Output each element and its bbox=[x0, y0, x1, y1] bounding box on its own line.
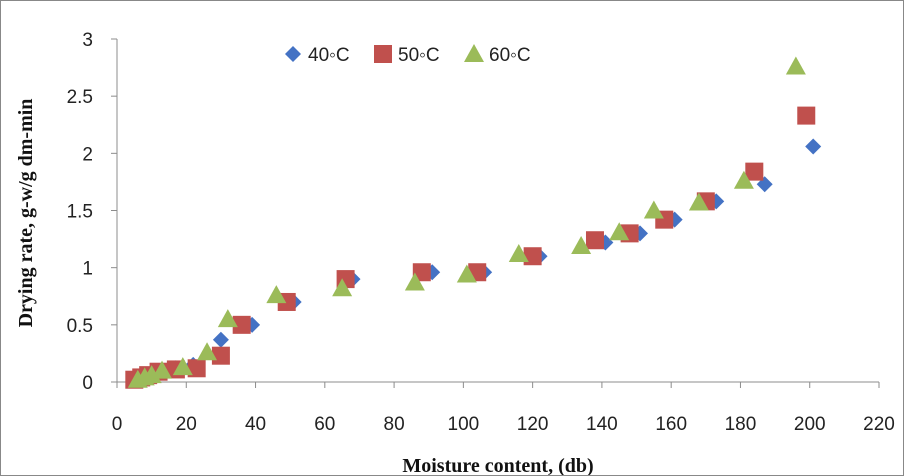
legend-item-diamond: 40◦C bbox=[285, 45, 350, 66]
series-layer bbox=[125, 56, 822, 389]
x-tick-label: 200 bbox=[794, 414, 826, 435]
data-point-triangle bbox=[404, 272, 425, 291]
x-tick-label: 40 bbox=[245, 414, 266, 435]
data-point-triangle bbox=[172, 357, 193, 376]
legend-label: 40◦C bbox=[308, 45, 350, 66]
data-point-square bbox=[412, 263, 431, 282]
data-point-triangle bbox=[217, 309, 238, 328]
y-axis-ticks: 0 0.5 1 1.5 2 2.5 3 bbox=[67, 30, 117, 394]
x-tick-label: 140 bbox=[586, 414, 618, 435]
data-point-square bbox=[585, 231, 604, 250]
data-point-triangle bbox=[785, 56, 806, 75]
data-point-square bbox=[523, 247, 542, 266]
x-tick-label: 220 bbox=[863, 414, 895, 435]
legend-item-triangle: 60◦C bbox=[464, 44, 531, 66]
data-point-triangle bbox=[141, 365, 162, 384]
data-point-square bbox=[232, 315, 251, 334]
y-tick-label: 1.5 bbox=[67, 202, 93, 223]
legend: 40◦C 50◦C 60◦C bbox=[285, 44, 531, 66]
data-point-square bbox=[797, 106, 816, 125]
data-point-triangle bbox=[733, 170, 754, 189]
y-tick-label: 0 bbox=[82, 373, 93, 394]
y-axis-title: Drying rate, g-w/g dm-min bbox=[15, 99, 37, 328]
legend-label: 50◦C bbox=[398, 45, 440, 66]
x-tick-label: 120 bbox=[517, 414, 549, 435]
legend-marker-diamond bbox=[285, 46, 301, 62]
x-tick-label: 0 bbox=[112, 414, 123, 435]
data-point-triangle bbox=[508, 243, 529, 262]
series-triangle bbox=[127, 56, 806, 388]
data-point-triangle bbox=[456, 264, 477, 283]
x-tick-label: 80 bbox=[384, 414, 405, 435]
x-axis-title: Moisture content, (db) bbox=[402, 455, 593, 475]
data-point-square bbox=[187, 359, 206, 378]
plot-area bbox=[116, 39, 879, 383]
data-point-square bbox=[745, 162, 764, 181]
data-point-diamond bbox=[212, 331, 229, 348]
data-point-triangle bbox=[688, 192, 709, 211]
x-tick-label: 180 bbox=[725, 414, 757, 435]
data-point-triangle bbox=[152, 360, 173, 379]
data-point-triangle bbox=[197, 342, 218, 361]
x-tick-label: 60 bbox=[314, 414, 335, 435]
data-point-triangle bbox=[571, 235, 592, 254]
y-tick-label: 1 bbox=[82, 259, 93, 280]
x-tick-label: 100 bbox=[448, 414, 480, 435]
series-diamond bbox=[129, 138, 822, 388]
data-point-square bbox=[211, 346, 230, 365]
data-point-triangle bbox=[609, 222, 630, 241]
series-square bbox=[125, 106, 816, 389]
data-point-diamond bbox=[805, 138, 822, 155]
data-point-triangle bbox=[266, 285, 287, 304]
y-tick-label: 2 bbox=[82, 144, 93, 165]
x-tick-label: 20 bbox=[176, 414, 197, 435]
x-tick-label: 160 bbox=[655, 414, 687, 435]
data-point-triangle bbox=[332, 278, 353, 297]
data-point-triangle bbox=[643, 200, 664, 219]
y-tick-label: 0.5 bbox=[67, 316, 93, 337]
legend-label: 60◦C bbox=[489, 45, 531, 66]
legend-marker-square bbox=[374, 45, 392, 63]
y-tick-label: 3 bbox=[82, 30, 93, 51]
legend-marker-triangle bbox=[464, 44, 484, 62]
legend-item-square: 50◦C bbox=[374, 45, 440, 66]
y-tick-label: 2.5 bbox=[67, 87, 93, 108]
x-axis-ticks: 0 20 40 60 80 100 120 140 160 180 200 220 bbox=[112, 382, 895, 435]
